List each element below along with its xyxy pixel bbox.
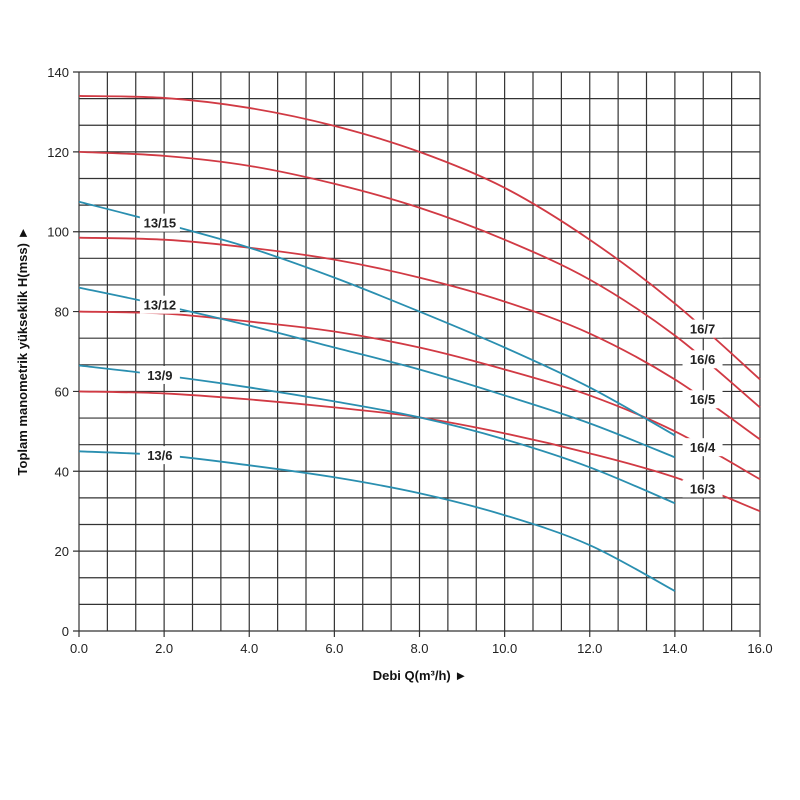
x-tick-label: 0.0 [70, 641, 88, 656]
x-tick-label: 4.0 [240, 641, 258, 656]
curve-label: 16/4 [690, 440, 716, 455]
y-tick-label: 40 [55, 464, 69, 479]
curve-label: 13/9 [147, 368, 172, 383]
curve-label-background [682, 479, 723, 498]
curve-13-6 [78, 450, 676, 592]
y-tick-label: 20 [55, 544, 69, 559]
x-tick-label: 8.0 [410, 641, 428, 656]
curve-16-7 [78, 95, 761, 381]
x-tick-label: 12.0 [577, 641, 602, 656]
curve-label-background [682, 350, 723, 369]
x-tick-label: 14.0 [662, 641, 687, 656]
y-tick-label: 80 [55, 305, 69, 320]
curve-label: 13/6 [147, 448, 172, 463]
y-axis-label: Toplam manometrik yükseklik H(mss) ► [15, 227, 30, 476]
y-tick-label: 120 [47, 145, 69, 160]
curve-label: 16/3 [690, 481, 715, 496]
curve-label: 16/7 [690, 322, 715, 337]
y-tick-label: 140 [47, 65, 69, 80]
curve-labels: 16/7 16/6 16/5 16/4 16/3 13/15 13/12 13/9 13/6 [139, 213, 723, 498]
curve-label-background [682, 390, 723, 409]
x-tick-label: 16.0 [747, 641, 772, 656]
x-axis-label: Debi Q(m³/h) ► [373, 668, 467, 683]
x-tick-label: 10.0 [492, 641, 517, 656]
y-tick-label: 60 [55, 384, 69, 399]
x-tick-label: 6.0 [325, 641, 343, 656]
y-tick-label: 0 [62, 624, 69, 639]
curve-label-background [139, 365, 180, 384]
curve-label: 16/6 [690, 352, 715, 367]
x-tick-label: 2.0 [155, 641, 173, 656]
curve-16-6 [78, 150, 761, 409]
y-tick-label: 100 [47, 225, 69, 240]
curve-label-background [139, 446, 180, 465]
curve-label: 13/12 [144, 298, 177, 313]
curve-label-background [682, 438, 723, 457]
curve-label-background [139, 213, 180, 232]
tick-labels: 0.0 2.0 4.0 6.0 8.0 10.0 12.0 14.0 16.0 0 20 40 60 80… [47, 65, 772, 656]
curve-16-4 [78, 310, 761, 481]
curve-label: 13/15 [144, 216, 177, 231]
curve-label: 16/5 [690, 392, 715, 407]
curve-16-5 [78, 236, 761, 441]
curve-label-background [139, 295, 180, 314]
curve-label-background [682, 319, 723, 338]
